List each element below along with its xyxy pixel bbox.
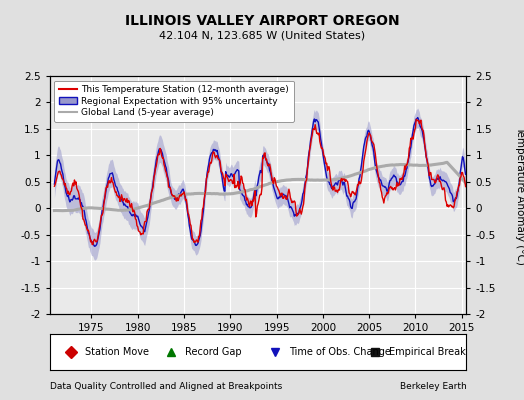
Legend: This Temperature Station (12-month average), Regional Expectation with 95% uncer: This Temperature Station (12-month avera… — [54, 80, 293, 122]
Text: Time of Obs. Change: Time of Obs. Change — [289, 347, 391, 357]
Text: Data Quality Controlled and Aligned at Breakpoints: Data Quality Controlled and Aligned at B… — [50, 382, 282, 391]
Text: Berkeley Earth: Berkeley Earth — [400, 382, 466, 391]
Text: ILLINOIS VALLEY AIRPORT OREGON: ILLINOIS VALLEY AIRPORT OREGON — [125, 14, 399, 28]
Text: Empirical Break: Empirical Break — [389, 347, 466, 357]
Text: Station Move: Station Move — [85, 347, 149, 357]
Text: Record Gap: Record Gap — [185, 347, 242, 357]
Text: 42.104 N, 123.685 W (United States): 42.104 N, 123.685 W (United States) — [159, 30, 365, 40]
Y-axis label: Temperature Anomaly (°C): Temperature Anomaly (°C) — [515, 126, 524, 264]
